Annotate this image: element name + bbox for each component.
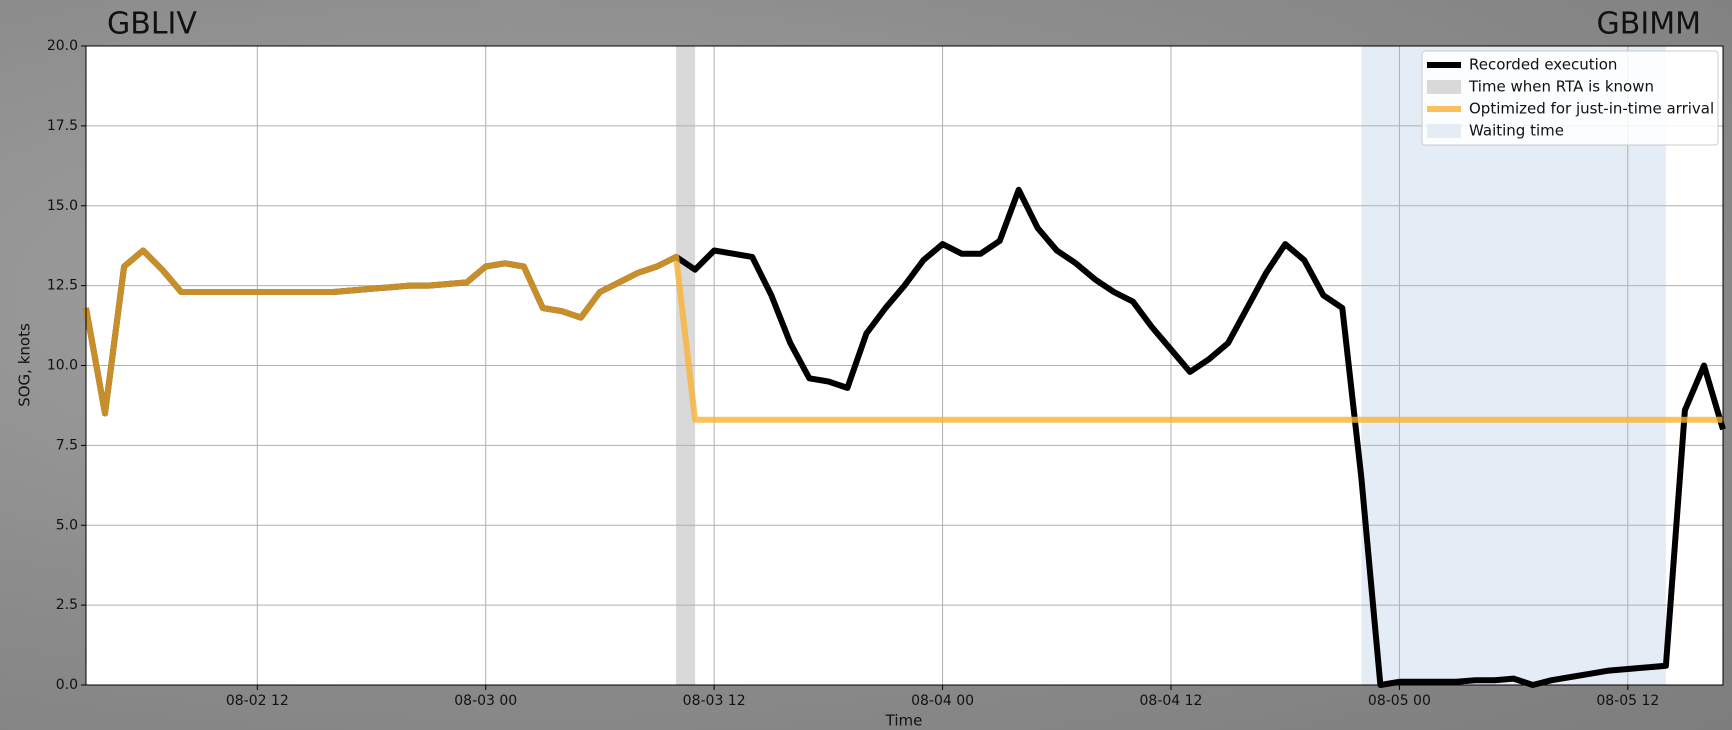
y-tick-label: 20.0	[47, 38, 78, 54]
y-axis-label: SOG, knots	[16, 323, 34, 407]
destination-port: GBIMM	[1597, 7, 1701, 42]
legend: Recorded execution Time when RTA is known…	[1421, 50, 1719, 146]
x-tick-label: 08-03 12	[683, 693, 746, 709]
x-tick-label: 08-02 12	[226, 693, 289, 709]
x-tick-label: 08-04 00	[911, 693, 974, 709]
plot-frame	[85, 45, 1724, 686]
legend-box	[1421, 50, 1719, 146]
y-tick-label: 10.0	[47, 358, 78, 374]
legend-label: Time when RTA is known	[1468, 78, 1654, 96]
legend-label: Optimized for just-in-time arrival	[1469, 100, 1714, 118]
y-tick-label: 0.0	[56, 677, 78, 693]
x-axis-label: Time	[885, 712, 923, 730]
legend-swatch	[1427, 124, 1461, 138]
x-tick-label: 08-05 00	[1368, 693, 1431, 709]
legend-label: Waiting time	[1469, 122, 1564, 140]
y-tick-label: 15.0	[47, 198, 78, 214]
x-tick-label: 08-05 12	[1596, 693, 1659, 709]
y-tick-label: 17.5	[47, 118, 78, 134]
x-tick-label: 08-03 00	[454, 693, 517, 709]
y-tick-label: 12.5	[47, 278, 78, 294]
legend-label: Recorded execution	[1469, 56, 1617, 74]
y-tick-label: 7.5	[56, 437, 78, 453]
legend-swatch	[1427, 80, 1461, 94]
x-tick-label: 08-04 12	[1140, 693, 1203, 709]
y-tick-label: 2.5	[56, 597, 78, 613]
y-tick-label: 5.0	[56, 517, 78, 533]
series-line	[83, 247, 1723, 423]
origin-port: GBLIV	[107, 7, 197, 42]
